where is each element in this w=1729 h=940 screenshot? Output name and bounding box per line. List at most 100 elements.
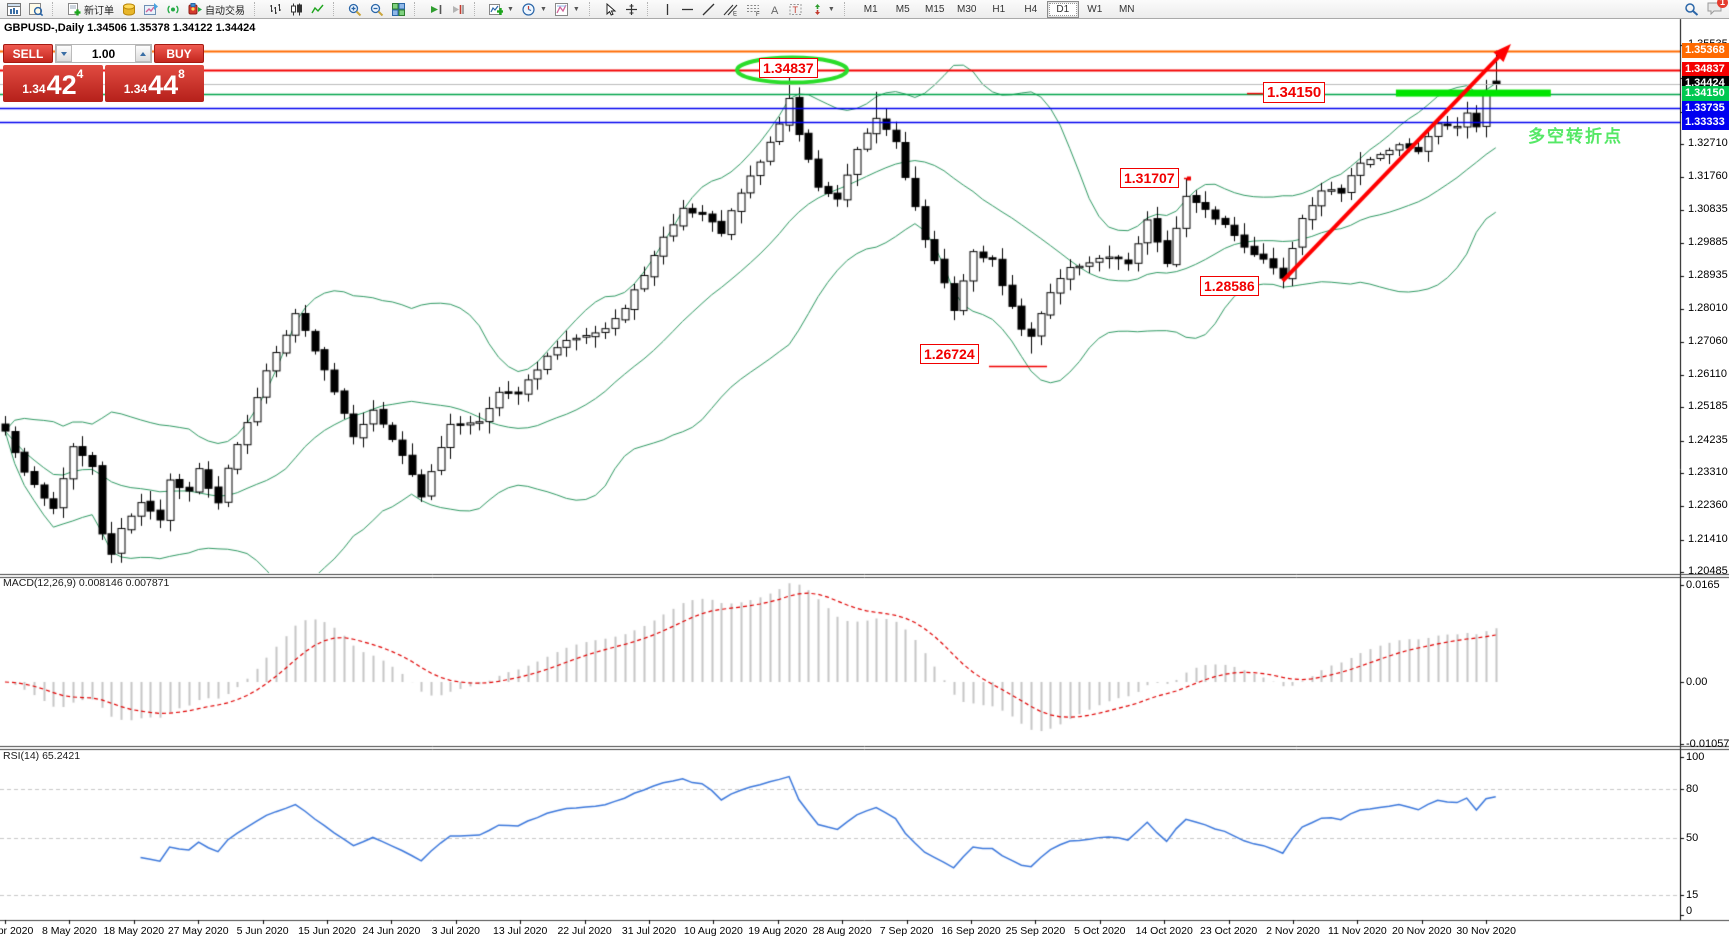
timeframe-button-m30[interactable]: M30: [957, 3, 977, 15]
chevron-down-icon: ▼: [539, 5, 547, 13]
auto-scroll-icon: [431, 4, 442, 14]
data-window-button[interactable]: [25, 1, 47, 18]
history-center-button[interactable]: [118, 1, 140, 18]
chevron-down-icon: ▼: [827, 5, 835, 13]
svg-text:A: A: [771, 5, 779, 16]
volume-down-button[interactable]: [56, 45, 72, 62]
price-badge: 1.33735: [1682, 100, 1729, 116]
toolbar-separator: [474, 2, 480, 16]
sell-price-display[interactable]: 1.34 42 4: [3, 65, 103, 102]
text-label-button[interactable]: T: [785, 1, 807, 18]
price-badge: 1.34150: [1682, 86, 1729, 102]
auto-scroll-button[interactable]: [425, 1, 447, 18]
price-label-134837[interactable]: 1.34837: [759, 58, 818, 78]
text-icon: A: [771, 5, 779, 16]
arrows-button[interactable]: ▼: [807, 1, 839, 18]
chinese-note-text[interactable]: 多空转折点: [1528, 127, 1623, 146]
macd-tick-label: 0.0165: [1686, 579, 1720, 591]
signal-button[interactable]: [162, 1, 184, 18]
price-badge: 1.35368: [1682, 43, 1729, 59]
sell-price-prefix: 1.34: [22, 81, 46, 96]
date-label: 5 Oct 2020: [1074, 925, 1126, 937]
timeframe-button-d1[interactable]: D1: [1046, 0, 1079, 18]
zoom-out-button[interactable]: [366, 1, 388, 18]
zoom-out-icon: [370, 3, 384, 16]
price-label-134150[interactable]: 1.34150: [1263, 82, 1326, 103]
buy-button[interactable]: BUY: [154, 44, 204, 63]
timeframe-button-h4[interactable]: H4: [1024, 3, 1038, 15]
chart-shift-button[interactable]: [447, 1, 469, 18]
new-order-icon: [68, 2, 81, 15]
timeframe-button-w1[interactable]: W1: [1087, 3, 1103, 15]
toolbar-separator: [843, 2, 850, 16]
sell-button[interactable]: SELL: [3, 44, 53, 63]
timeframe-button-h1[interactable]: H1: [992, 3, 1006, 15]
buy-price-display[interactable]: 1.34 44 8: [104, 65, 204, 102]
volume-value[interactable]: 1.00: [91, 46, 116, 61]
toolbar-separator: [254, 2, 260, 16]
date-label: 3 Jul 2020: [431, 925, 481, 937]
volume-up-button[interactable]: [135, 45, 151, 62]
timeframe-group: M1 M5 M15 M30 H1 H4 D1 W1 MN: [852, 0, 1146, 18]
channel-button[interactable]: E: [719, 1, 742, 18]
periods-icon: [522, 2, 535, 16]
crosshair-button[interactable]: [621, 1, 642, 18]
timeframe-button-mn[interactable]: MN: [1118, 3, 1135, 15]
price-tick-label: 1.28010: [1688, 301, 1728, 314]
date-label: 2 Nov 2020: [1266, 925, 1320, 937]
chart-shift-icon: [453, 4, 464, 14]
price-tick-label: 1.20485: [1688, 564, 1728, 577]
zoom-in-button[interactable]: [344, 1, 366, 18]
horizontal-line-button[interactable]: [677, 1, 698, 18]
date-label: 31 Jul 2020: [621, 925, 677, 937]
bar-chart-button[interactable]: [265, 1, 286, 18]
timeframe-button-m1[interactable]: M1: [863, 3, 878, 15]
date-label: 11 Nov 2020: [1328, 925, 1387, 937]
new-order-button[interactable]: 新订单: [63, 0, 118, 19]
line-chart-button[interactable]: [307, 1, 328, 18]
chart-window-button[interactable]: [3, 1, 25, 18]
vertical-line-button[interactable]: [658, 1, 677, 18]
tile-windows-icon: [392, 2, 405, 16]
sell-price-main: 42: [46, 70, 77, 101]
price-tick-label: 1.30835: [1688, 202, 1728, 215]
notifications-button[interactable]: 1: [1707, 0, 1728, 18]
publish-button[interactable]: [140, 1, 162, 18]
crosshair-icon: [625, 3, 637, 15]
price-tick-label: 1.27060: [1688, 334, 1728, 347]
timeframe-button-m15[interactable]: M15: [925, 3, 945, 15]
signal-icon: [167, 5, 179, 13]
tile-windows-button[interactable]: [388, 1, 409, 18]
candlestick-button[interactable]: [286, 1, 307, 18]
autotrade-button[interactable]: 自动交易: [184, 0, 249, 19]
date-label: 19 Aug 2020: [748, 925, 808, 937]
price-label-128586[interactable]: 1.28586: [1200, 276, 1259, 296]
date-label: 14 Oct 2020: [1135, 925, 1193, 937]
sell-price-pip: 4: [76, 67, 84, 81]
new-order-label: 新订单: [84, 5, 114, 17]
toolbar-separator: [414, 2, 420, 16]
channel-icon: E: [723, 4, 738, 16]
price-label-126724[interactable]: 1.26724: [920, 344, 979, 364]
templates-button[interactable]: ▼: [551, 1, 584, 18]
price-tick-label: 1.32710: [1688, 137, 1728, 149]
price-tick-label: 1.26110: [1688, 368, 1727, 381]
rsi-tick-label: 100: [1686, 751, 1705, 763]
trendline-button[interactable]: [698, 1, 719, 18]
publish-icon: [144, 2, 158, 15]
text-button[interactable]: A: [765, 1, 785, 18]
indicators-button[interactable]: ▼: [485, 1, 518, 18]
fibonacci-button[interactable]: F: [742, 1, 765, 18]
toolbar-separator: [333, 2, 339, 16]
horizontal-line-icon: [681, 8, 693, 10]
price-label-131707[interactable]: 1.31707: [1120, 168, 1179, 188]
timeframe-button-m5[interactable]: M5: [895, 3, 910, 15]
search-icon[interactable]: [1684, 2, 1699, 16]
cursor-button[interactable]: [600, 1, 621, 18]
autotrade-icon: [188, 2, 202, 14]
date-label: 25 Sep 2020: [1005, 925, 1066, 937]
periods-button[interactable]: ▼: [518, 1, 551, 18]
